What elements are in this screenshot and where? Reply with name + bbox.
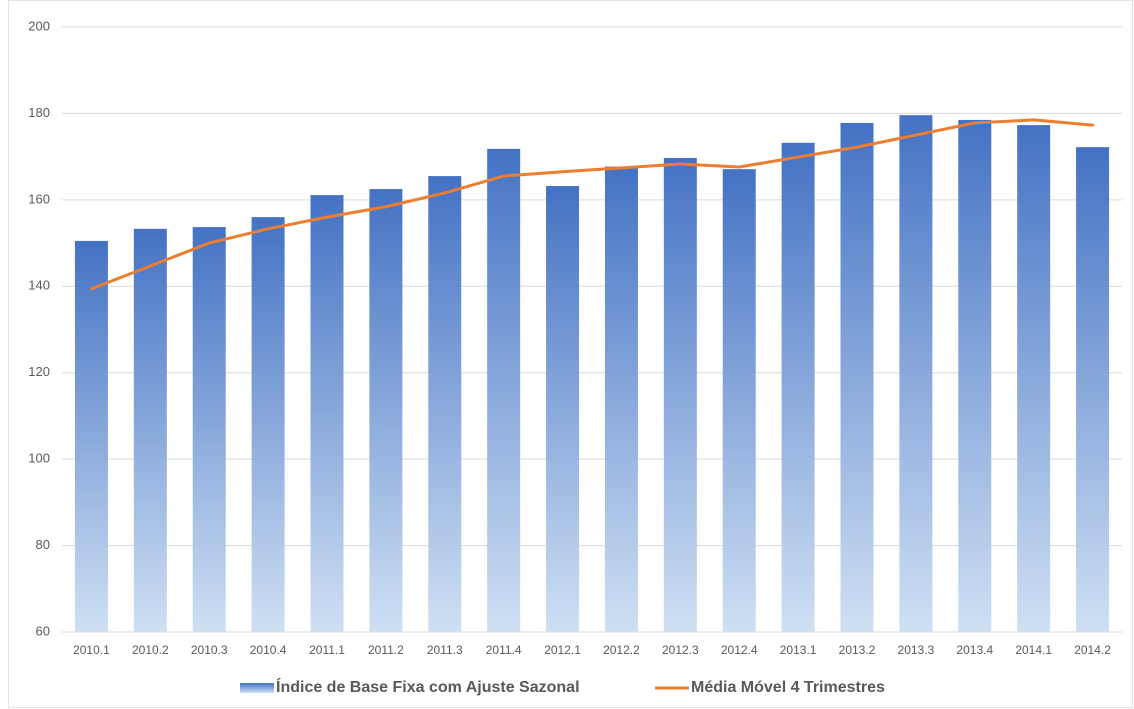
bar: [487, 148, 521, 632]
x-tick-label: 2012.1: [544, 643, 581, 657]
y-tick-label: 140: [28, 278, 50, 293]
x-tick-label: 2011.3: [427, 643, 463, 657]
y-tick-label: 120: [28, 364, 50, 379]
x-tick-label: 2010.1: [73, 643, 110, 657]
legend-label: Média Móvel 4 Trimestres: [691, 679, 885, 696]
x-tick-label: 2013.1: [780, 643, 817, 657]
y-tick-label: 60: [36, 623, 50, 638]
x-tick-label: 2010.4: [250, 643, 287, 657]
bar: [192, 227, 226, 632]
x-tick-label: 2013.3: [898, 643, 935, 657]
bar: [663, 157, 697, 633]
x-tick-label: 2012.4: [721, 643, 758, 657]
bar: [722, 169, 756, 633]
x-tick-label: 2014.1: [1015, 643, 1052, 657]
legend-swatch: [240, 683, 274, 693]
bar: [133, 228, 167, 632]
y-tick-label: 200: [28, 18, 50, 33]
bar: [369, 189, 403, 632]
x-tick-label: 2011.1: [309, 643, 345, 657]
x-tick-label: 2010.3: [191, 643, 228, 657]
y-tick-label: 180: [28, 105, 50, 120]
y-tick-label: 160: [28, 191, 50, 206]
x-tick-label: 2013.2: [839, 643, 876, 657]
x-tick-label: 2011.4: [486, 643, 522, 657]
x-tick-label: 2010.2: [132, 643, 169, 657]
x-tick-label: 2012.3: [662, 643, 699, 657]
x-tick-label: 2013.4: [956, 643, 993, 657]
x-tick-label: 2011.2: [368, 643, 404, 657]
bar: [1076, 147, 1110, 632]
bar: [604, 166, 638, 632]
y-tick-label: 80: [36, 537, 50, 552]
bar: [310, 195, 344, 632]
bar: [781, 142, 815, 633]
legend-label: Índice de Base Fixa com Ajuste Sazonal: [276, 677, 580, 696]
bar: [958, 119, 992, 633]
x-tick-label: 2014.2: [1074, 643, 1111, 657]
bar: [546, 186, 580, 632]
bar: [899, 115, 933, 632]
y-tick-label: 100: [28, 451, 50, 466]
bar: [840, 122, 874, 632]
bar: [74, 240, 108, 633]
bar: [428, 176, 462, 632]
line: [89, 118, 1095, 291]
bar: [251, 217, 285, 632]
bar: [1017, 125, 1051, 632]
x-tick-label: 2012.2: [603, 643, 640, 657]
chart-frame: [8, 0, 1133, 708]
